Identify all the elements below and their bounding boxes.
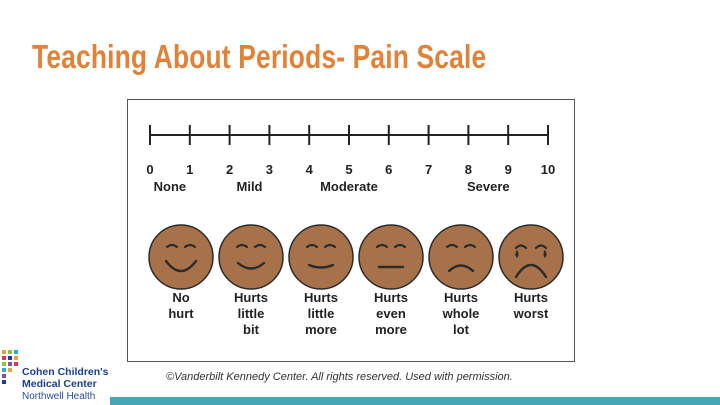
slide-title: Teaching About Periods- Pain Scale [32,38,487,75]
pain-scale-svg: 0 1 2 3 4 5 6 7 8 9 10 None Mild Moderate Severe Nohu… [146,125,564,337]
tick-label: 6 [385,162,392,177]
face-2-slight-smile-icon [288,224,354,290]
face-label-line: Hurts [374,290,408,305]
category-label-mild: Mild [237,179,263,194]
tick-label: 2 [226,162,233,177]
face-5-cry-icon [498,224,564,290]
tick-label: 10 [541,162,555,177]
tick-label: 9 [505,162,512,177]
pain-scale-figure: 0 1 2 3 4 5 6 7 8 9 10 None Mild Moderate Severe No hu… [127,99,575,362]
tick-label: 4 [306,162,314,177]
face-label-line: hurt [168,306,194,321]
tick-label: 7 [425,162,432,177]
category-label-severe: Severe [467,179,510,194]
face-label-line: even [376,306,406,321]
category-label-none: None [154,179,187,194]
colorful-dot-grid-icon [2,350,18,384]
bottom-accent-bar [110,397,720,405]
face-label-line: little [308,306,335,321]
tick-label: 5 [345,162,352,177]
hospital-logo: Cohen Children's Medical Center Northwel… [0,346,118,405]
tick-label: 8 [465,162,472,177]
scale-ticks: 0 1 2 3 4 5 6 7 8 9 10 [146,125,555,177]
tick-label: 3 [266,162,273,177]
face-1-smile-icon [218,224,284,290]
face-3-neutral-icon [358,224,424,290]
face-mouth [164,259,198,273]
faces-row: NohurtHurtslittlebitHurtslittlemoreHurts… [148,224,564,337]
logo-text-line3: Northwell Health [22,391,96,402]
face-mouth [514,263,548,279]
face-label-line: lot [453,322,470,337]
face-label-line: worst [513,306,549,321]
face-label-line: Hurts [234,290,268,305]
face-label-line: more [375,322,407,337]
face-label-line: more [305,322,337,337]
face-mouth [447,264,475,273]
tick-label: 1 [186,162,193,177]
face-4-frown-icon [428,224,494,290]
scale-categories: None Mild Moderate Severe [154,179,510,194]
face-0-big-smile-icon [148,224,214,290]
copyright-notice: ©Vanderbilt Kennedy Center. All rights r… [166,371,513,383]
face-label-line: bit [243,322,260,337]
face-label-line: Hurts [304,290,338,305]
category-label-moderate: Moderate [320,179,378,194]
face-label-line: Hurts [514,290,548,305]
face-mouth [236,261,266,270]
tick-label: 0 [146,162,153,177]
face-label-line: little [238,306,265,321]
face-label-line: whole [442,306,480,321]
logo-text-line1: Cohen Children's [22,366,109,378]
face-label-line: No [172,290,189,305]
face-label-line: Hurts [444,290,478,305]
logo-text-line2: Medical Center [22,378,97,390]
face-mouth [307,263,335,269]
